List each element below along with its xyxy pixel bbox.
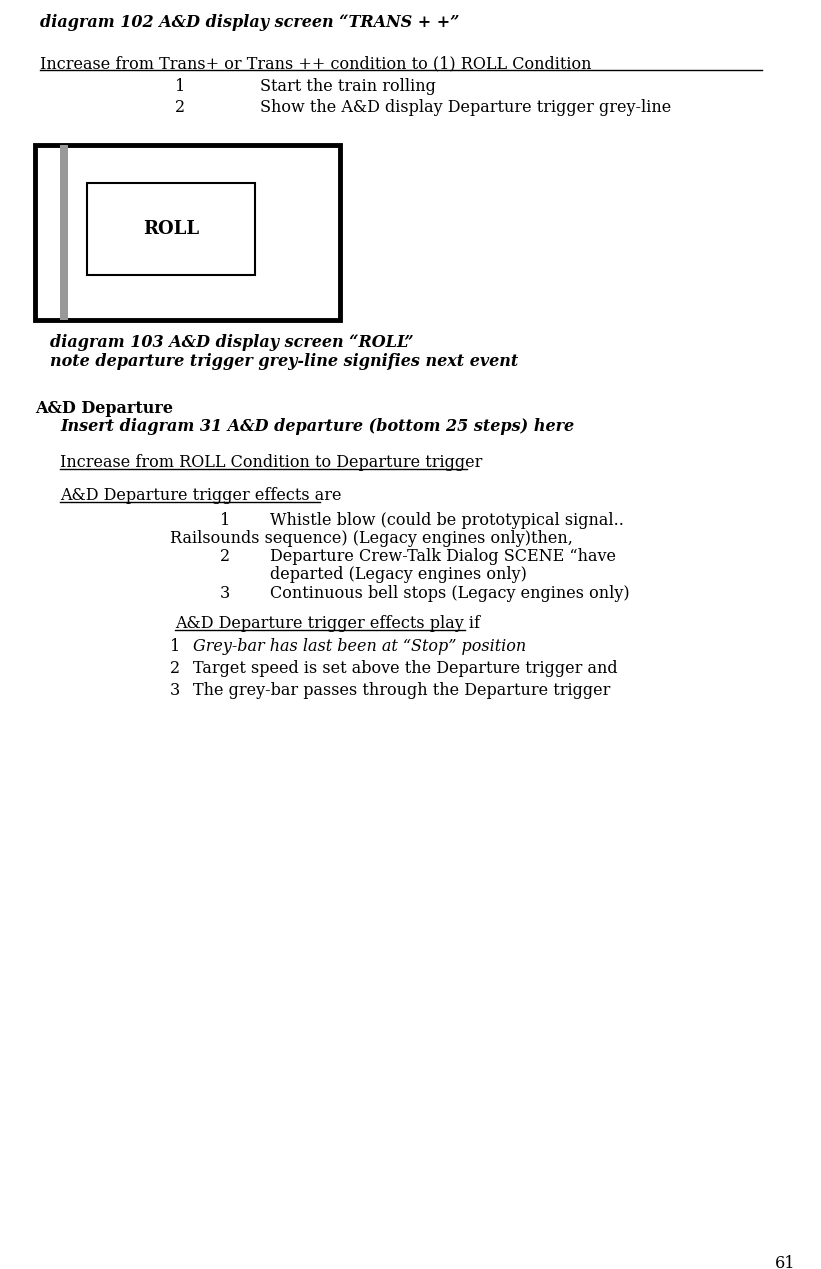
Text: 2: 2: [175, 99, 185, 115]
Text: departed (Legacy engines only): departed (Legacy engines only): [270, 566, 527, 582]
Text: ROLL: ROLL: [143, 220, 199, 239]
Text: A&D Departure trigger effects are: A&D Departure trigger effects are: [60, 487, 342, 504]
Text: 1: 1: [175, 77, 186, 95]
Text: A&D Departure: A&D Departure: [35, 400, 173, 418]
Text: diagram 103 A&D display screen “ROLL”: diagram 103 A&D display screen “ROLL”: [50, 334, 414, 352]
Text: Increase from Trans+ or Trans ++ condition to (1) ROLL Condition: Increase from Trans+ or Trans ++ conditi…: [40, 55, 591, 72]
Text: note departure trigger grey-line signifies next event: note departure trigger grey-line signifi…: [50, 353, 518, 371]
Text: 61: 61: [774, 1255, 795, 1269]
Text: 3: 3: [220, 585, 230, 602]
Text: Target speed is set above the Departure trigger and: Target speed is set above the Departure …: [193, 660, 617, 676]
Text: Departure Crew-Talk Dialog SCENE “have: Departure Crew-Talk Dialog SCENE “have: [270, 548, 616, 565]
Text: 2: 2: [170, 660, 180, 676]
Bar: [87, 183, 255, 275]
Text: A&D Departure trigger effects play if: A&D Departure trigger effects play if: [175, 615, 480, 632]
Text: Insert diagram 31 A&D departure (bottom 25 steps) here: Insert diagram 31 A&D departure (bottom …: [60, 418, 574, 435]
Text: Show the A&D display Departure trigger grey-line: Show the A&D display Departure trigger g…: [260, 99, 672, 115]
Text: Increase from ROLL Condition to Departure trigger: Increase from ROLL Condition to Departur…: [60, 454, 483, 471]
Text: 2: 2: [220, 548, 230, 565]
Text: Start the train rolling: Start the train rolling: [260, 77, 436, 95]
Text: 1: 1: [220, 511, 230, 529]
Text: 1: 1: [170, 638, 181, 655]
Text: Continuous bell stops (Legacy engines only): Continuous bell stops (Legacy engines on…: [270, 585, 630, 602]
Text: diagram 102 A&D display screen “TRANS + +”: diagram 102 A&D display screen “TRANS + …: [40, 14, 460, 30]
Text: 3: 3: [170, 681, 181, 699]
Bar: [60, 145, 68, 320]
Text: Railsounds sequence) (Legacy engines only)then,: Railsounds sequence) (Legacy engines onl…: [170, 530, 573, 547]
Bar: [35, 145, 340, 320]
Text: The grey-bar passes through the Departure trigger: The grey-bar passes through the Departur…: [193, 681, 610, 699]
Text: Grey-bar has last been at “Stop” position: Grey-bar has last been at “Stop” positio…: [193, 638, 526, 655]
Text: Whistle blow (could be prototypical signal..: Whistle blow (could be prototypical sign…: [270, 511, 624, 529]
